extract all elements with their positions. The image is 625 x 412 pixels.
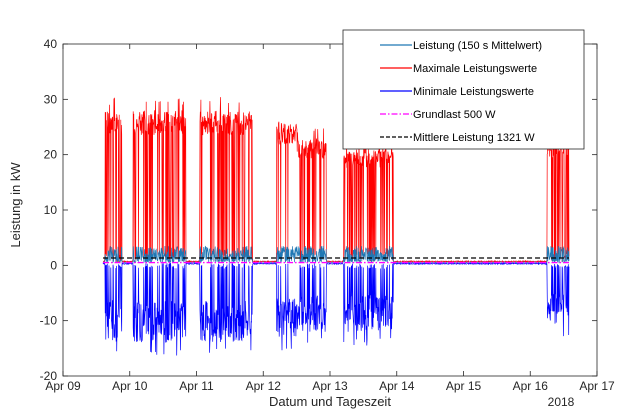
- x-tick-label: Apr 11: [179, 379, 214, 393]
- x-tick-label: Apr 15: [446, 379, 482, 393]
- x-axis-year-label: 2018: [548, 395, 575, 409]
- legend-box: [342, 29, 585, 150]
- legend-label: Mittlere Leistung 1321 W: [413, 132, 535, 144]
- x-tick-label: Apr 16: [513, 379, 549, 393]
- series-line-maximum: [102, 97, 570, 264]
- legend-label: Grundlast 500 W: [413, 109, 496, 121]
- legend-label: Maximale Leistungswerte: [413, 63, 537, 75]
- y-tick-label: 40: [44, 37, 58, 51]
- x-tick-label: Apr 12: [246, 379, 282, 393]
- legend-label: Leistung (150 s Mittelwert): [413, 40, 542, 52]
- x-tick-label: Apr 09: [45, 379, 81, 393]
- y-tick-label: -10: [40, 314, 58, 328]
- x-axis-label: Datum und Tageszeit: [269, 394, 391, 409]
- y-tick-label: 20: [44, 148, 58, 162]
- legend-label: Minimale Leistungswerte: [413, 86, 534, 98]
- x-tick-label: Apr 10: [112, 379, 148, 393]
- plot-area: [102, 97, 570, 356]
- y-tick-label: 10: [44, 203, 58, 217]
- legend: Leistung (150 s Mittelwert) Maximale Leis…: [342, 29, 585, 150]
- y-tick-label: 0: [50, 258, 57, 272]
- y-tick-label: 30: [44, 92, 58, 106]
- x-tick-label: Apr 17: [579, 379, 615, 393]
- x-tick-label: Apr 13: [312, 379, 348, 393]
- series-line-minimum: [102, 261, 570, 356]
- axes: Apr 09 Apr 10 Apr 11 Apr 12 Apr 13 Apr 14 Apr …: [40, 37, 615, 393]
- y-tick-label: -20: [40, 369, 58, 383]
- x-tick-label: Apr 14: [379, 379, 415, 393]
- y-axis-label: Leistung in kW: [8, 162, 23, 248]
